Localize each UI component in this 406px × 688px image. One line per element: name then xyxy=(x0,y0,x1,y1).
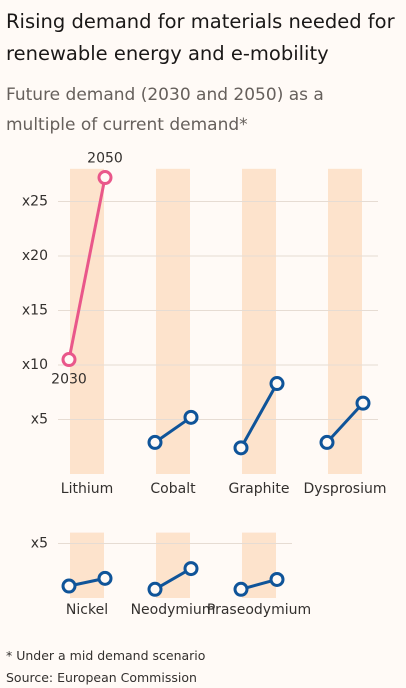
slope-line xyxy=(67,177,107,360)
category-label: Praseodymium xyxy=(207,602,311,618)
point-2030 xyxy=(233,581,249,597)
category-label: Neodymium xyxy=(131,602,216,618)
category-label: Cobalt xyxy=(150,481,196,497)
point-2050 xyxy=(355,395,371,411)
y-tick-label: x10 xyxy=(22,357,48,373)
y-tick-label: x5 xyxy=(31,412,48,428)
point-2050 xyxy=(97,570,113,586)
point-2030 xyxy=(147,581,163,597)
point-2030 xyxy=(61,578,77,594)
y-tick-label: x5 xyxy=(31,536,48,552)
y-tick-label: x20 xyxy=(22,248,48,264)
point-2030 xyxy=(147,434,163,450)
point-2050 xyxy=(269,571,285,587)
point-2030 xyxy=(319,434,335,450)
point-2050 xyxy=(183,409,199,425)
point-2030 xyxy=(61,352,77,368)
category-label: Dysprosium xyxy=(304,481,387,497)
slope-line xyxy=(239,382,279,449)
y-tick-label: x25 xyxy=(22,194,48,210)
column-band xyxy=(328,168,362,475)
title: Rising demand for materials needed for r… xyxy=(6,10,395,65)
point-2050 xyxy=(183,561,199,577)
point-2050 xyxy=(269,376,285,392)
point-2050 xyxy=(97,170,113,186)
category-label: Graphite xyxy=(229,481,290,497)
note: * Under a mid demand scenario xyxy=(6,648,206,663)
slope-line xyxy=(325,402,365,444)
column-band xyxy=(242,168,276,475)
category-label: Lithium xyxy=(61,481,113,497)
chart: x5 x10 x15 x20 x25 Lithium 2030 2050 Cobalt Graph… xyxy=(22,151,387,618)
subtitle: Future demand (2030 and 2050) as a multi… xyxy=(6,85,324,135)
series-label: 2030 xyxy=(51,372,87,388)
series-label: 2050 xyxy=(87,151,123,167)
category-label: Nickel xyxy=(66,602,108,618)
point-2030 xyxy=(233,440,249,456)
y-tick-label: x15 xyxy=(22,303,48,319)
source: Source: European Commission xyxy=(6,670,197,685)
